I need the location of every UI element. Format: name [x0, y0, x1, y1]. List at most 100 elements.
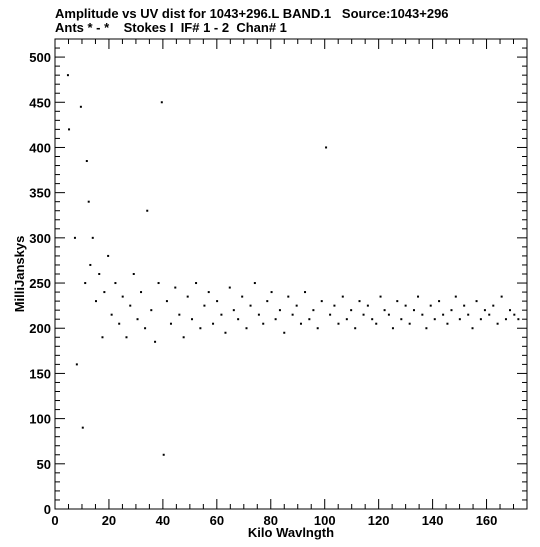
x-tick-label: 60: [210, 513, 224, 528]
data-point: [91, 236, 94, 239]
plot-frame: [54, 38, 528, 510]
data-point: [492, 304, 495, 307]
data-point: [304, 291, 307, 294]
data-point: [207, 291, 210, 294]
data-point: [262, 322, 265, 325]
data-point: [157, 282, 160, 285]
data-point: [182, 336, 185, 339]
data-point: [73, 236, 76, 239]
chart-title: Amplitude vs UV dist for 1043+296.L BAND…: [55, 6, 449, 21]
data-point: [412, 309, 415, 312]
data-point: [471, 327, 474, 330]
data-point: [191, 318, 194, 321]
y-tick-label: 150: [29, 366, 51, 381]
data-point: [237, 318, 240, 321]
data-point: [84, 282, 87, 285]
data-point: [81, 426, 84, 429]
y-tick-label: 100: [29, 412, 51, 427]
data-point: [316, 327, 319, 330]
data-point: [154, 340, 157, 343]
y-tick-label: 250: [29, 276, 51, 291]
data-point: [241, 295, 244, 298]
data-point: [228, 286, 231, 289]
data-point: [337, 322, 340, 325]
data-point: [118, 322, 121, 325]
data-point: [212, 322, 215, 325]
data-point: [162, 453, 165, 456]
data-point: [404, 304, 407, 307]
data-point: [483, 309, 486, 312]
y-tick-label: 50: [37, 457, 51, 472]
data-point: [371, 318, 374, 321]
data-point: [308, 318, 311, 321]
data-point: [287, 295, 290, 298]
data-point: [442, 313, 445, 316]
y-tick-label: 500: [29, 50, 51, 65]
data-points: [66, 74, 520, 456]
data-point: [257, 313, 260, 316]
data-point: [87, 200, 90, 203]
x-axis-label: Kilo Wavlngth: [248, 525, 334, 540]
data-point: [350, 309, 353, 312]
data-point: [203, 304, 206, 307]
y-tick-label: 350: [29, 186, 51, 201]
data-point: [245, 327, 248, 330]
data-point: [79, 105, 82, 108]
data-point: [178, 313, 181, 316]
data-point: [379, 295, 382, 298]
x-tick-label: 140: [422, 513, 444, 528]
data-point: [68, 128, 71, 131]
data-point: [220, 313, 223, 316]
data-point: [150, 309, 153, 312]
data-point: [85, 160, 88, 163]
data-point: [387, 313, 390, 316]
data-point: [446, 322, 449, 325]
data-point: [98, 273, 101, 275]
data-point: [107, 254, 110, 257]
data-point: [383, 309, 386, 312]
data-point: [354, 327, 357, 330]
data-point: [160, 101, 163, 104]
data-point: [513, 313, 516, 316]
data-point: [270, 291, 273, 294]
y-tick-label: 200: [29, 321, 51, 336]
data-point: [417, 295, 420, 298]
data-point: [165, 300, 168, 303]
data-point: [295, 304, 298, 307]
data-point: [89, 263, 92, 266]
data-point: [283, 331, 286, 334]
data-point: [429, 304, 432, 307]
data-point: [504, 318, 507, 321]
data-point: [129, 304, 132, 307]
y-tick-label: 0: [44, 502, 51, 517]
data-point: [333, 304, 336, 307]
data-point: [479, 318, 482, 321]
data-point: [320, 300, 323, 303]
data-point: [454, 295, 457, 298]
data-point: [103, 291, 106, 294]
data-point: [110, 313, 113, 316]
data-point: [496, 322, 499, 325]
data-point: [94, 300, 97, 303]
chart-subtitle: Ants * - * Stokes I IF# 1 - 2 Chan# 1: [55, 20, 287, 35]
data-point: [199, 327, 202, 330]
data-point: [358, 300, 361, 303]
data-point: [312, 309, 315, 312]
data-point: [125, 336, 128, 339]
x-tick-label: 0: [51, 513, 58, 528]
data-point: [274, 318, 277, 321]
data-point: [467, 313, 470, 316]
data-point: [345, 318, 348, 321]
data-point: [114, 282, 117, 285]
data-point: [224, 331, 227, 334]
data-point: [140, 291, 143, 294]
y-axis-label: MilliJanskys: [12, 236, 27, 313]
data-point: [169, 322, 172, 325]
data-point: [174, 286, 177, 289]
data-point: [421, 313, 424, 316]
data-point: [75, 363, 78, 366]
data-point: [101, 336, 104, 339]
data-point: [509, 309, 512, 312]
x-tick-label: 120: [368, 513, 390, 528]
y-tick-label: 300: [29, 231, 51, 246]
